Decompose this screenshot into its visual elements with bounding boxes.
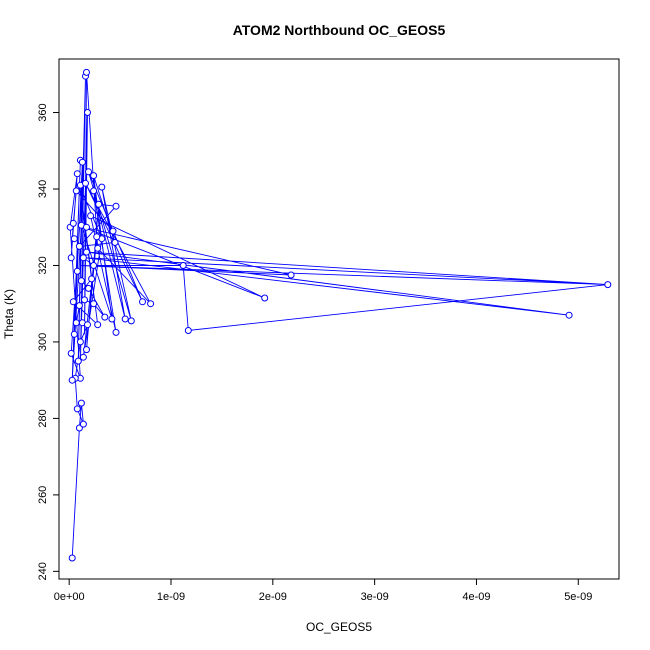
x-tick-label: 4e-09: [462, 591, 490, 603]
data-point: [77, 277, 85, 285]
data-point: [67, 254, 75, 262]
data-point: [70, 330, 78, 338]
data-point: [112, 328, 120, 336]
data-point: [77, 399, 85, 407]
x-tick-label: 2e-09: [259, 591, 287, 603]
data-point: [72, 319, 80, 327]
data-point: [82, 179, 89, 187]
data-point: [79, 420, 87, 428]
data-point: [83, 223, 90, 231]
data-point: [90, 172, 98, 180]
data-point: [121, 315, 129, 323]
data-point: [84, 109, 91, 116]
data-point: [83, 346, 90, 354]
data-point: [112, 202, 120, 210]
data-point: [261, 294, 269, 302]
data-point: [604, 281, 612, 289]
y-tick-label: 320: [37, 256, 49, 274]
data-point: [108, 315, 116, 323]
x-axis: 0e+00 1e-09 2e-09 3e-09 4e-09 5e-09: [54, 578, 592, 603]
data-point: [98, 183, 106, 191]
data-point: [68, 554, 76, 562]
data-layer: [66, 68, 612, 562]
data-point: [93, 233, 101, 241]
data-point: [74, 357, 82, 365]
data-point: [70, 235, 78, 243]
data-point: [75, 242, 83, 250]
x-tick-label: 5e-09: [564, 591, 592, 603]
data-point: [68, 376, 76, 384]
x-axis-label: OC_GEOS5: [306, 620, 372, 634]
y-tick-label: 260: [37, 486, 49, 504]
data-point: [109, 227, 117, 235]
x-tick-label: 1e-09: [157, 591, 185, 603]
x-tick-label: 0e+00: [54, 591, 85, 603]
data-point: [79, 254, 87, 262]
data-point: [111, 239, 119, 246]
data-point: [88, 275, 96, 283]
data-point: [76, 338, 84, 346]
y-tick-label: 360: [37, 103, 49, 121]
data-point: [90, 262, 98, 269]
data-point: [90, 187, 98, 195]
y-tick-label: 240: [37, 562, 49, 580]
data-point: [95, 200, 103, 208]
data-point: [67, 349, 75, 357]
y-tick-label: 300: [37, 333, 49, 351]
data-point: [287, 271, 295, 279]
y-tick-label: 280: [37, 409, 49, 427]
data-point: [565, 311, 573, 319]
chart-title: ATOM2 Northbound OC_GEOS5: [233, 22, 446, 38]
data-point: [147, 300, 155, 308]
data-point: [85, 168, 92, 176]
y-tick-label: 340: [37, 180, 49, 198]
data-point: [83, 248, 90, 256]
data-point: [81, 296, 88, 304]
data-point: [83, 68, 90, 76]
y-axis-label: Theta (K): [2, 289, 16, 339]
data-point: [127, 317, 135, 325]
data-point: [101, 313, 109, 321]
data-point: [78, 158, 86, 166]
data-point: [69, 219, 77, 227]
data-point: [73, 405, 81, 413]
data-point: [84, 321, 91, 329]
data-point: [85, 284, 92, 292]
data-point: [75, 302, 83, 310]
data-point: [73, 267, 81, 275]
data-point: [94, 244, 102, 252]
data-point: [94, 321, 102, 329]
data-point: [72, 187, 80, 195]
x-tick-label: 3e-09: [361, 591, 389, 603]
data-point: [184, 327, 192, 334]
data-point: [73, 170, 81, 178]
data-point: [90, 300, 98, 308]
data-point: [87, 212, 95, 220]
data-point: [179, 262, 187, 269]
y-axis: 240 260 280 300 320 340 360: [37, 103, 60, 581]
data-point: [69, 298, 77, 306]
data-point: [79, 353, 87, 361]
data-point: [139, 298, 146, 306]
